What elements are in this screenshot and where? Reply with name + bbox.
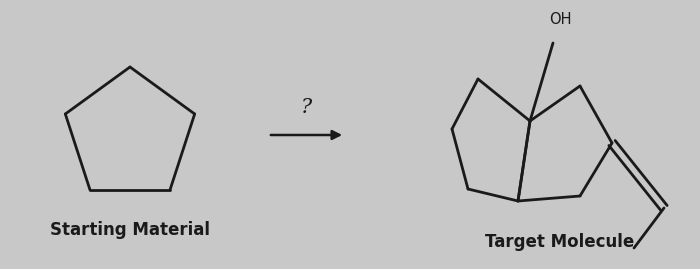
Text: Target Molecule: Target Molecule [485,233,635,251]
Text: OH: OH [549,12,571,27]
Text: Starting Material: Starting Material [50,221,210,239]
Text: ?: ? [301,98,312,117]
